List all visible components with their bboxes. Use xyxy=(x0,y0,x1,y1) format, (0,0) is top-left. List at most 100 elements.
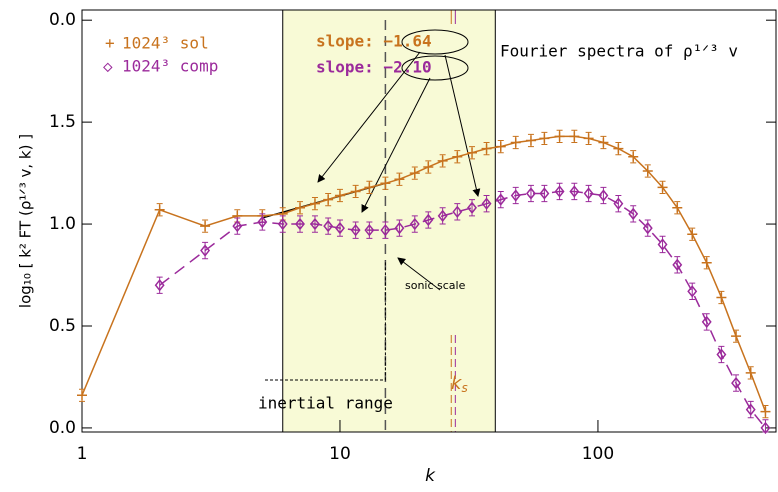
arrow xyxy=(361,77,431,213)
marker xyxy=(452,205,463,219)
marker xyxy=(613,143,624,154)
marker xyxy=(583,187,594,200)
marker xyxy=(154,204,165,215)
marker xyxy=(539,133,550,144)
marker xyxy=(701,315,712,329)
marker xyxy=(526,187,536,200)
marker xyxy=(364,223,375,237)
x-tick-label: 100 xyxy=(582,444,614,464)
marker xyxy=(554,185,565,198)
marker xyxy=(745,367,756,378)
slope-label: slope: −1.64 xyxy=(316,32,432,51)
marker xyxy=(598,189,609,202)
marker xyxy=(731,376,741,390)
slope-ellipse xyxy=(401,55,469,81)
x-tick-label: 1 xyxy=(77,444,88,464)
legend-marker: ◇ xyxy=(103,57,113,76)
marker xyxy=(554,131,565,142)
marker xyxy=(423,161,434,172)
marker xyxy=(277,217,288,231)
marker xyxy=(760,406,771,417)
marker xyxy=(323,194,334,205)
marker xyxy=(323,219,334,233)
marker xyxy=(760,421,771,435)
marker xyxy=(481,197,492,210)
series-line xyxy=(159,190,767,429)
marker xyxy=(394,174,405,185)
legend-label: 1024³ comp xyxy=(122,57,218,76)
marker xyxy=(334,190,345,201)
marker xyxy=(394,221,405,235)
marker xyxy=(716,348,727,361)
marker xyxy=(335,221,345,235)
chart-title: Fourier spectra of ρ¹ᐟ³ v xyxy=(500,42,738,61)
background-layer xyxy=(265,9,496,433)
marker xyxy=(687,285,698,298)
marker xyxy=(409,217,420,231)
marker xyxy=(154,279,165,292)
marker xyxy=(583,133,594,144)
marker xyxy=(510,189,521,202)
legend-marker: + xyxy=(105,34,115,53)
y-tick-label: 1.5 xyxy=(49,112,76,132)
inertial-region xyxy=(282,9,496,433)
legend-label: 1024³ sol xyxy=(122,34,209,53)
marker xyxy=(569,131,580,142)
arrow xyxy=(317,51,421,183)
marker xyxy=(364,182,375,193)
marker xyxy=(657,182,668,193)
y-axis-label: log₁₀ [ k² FT (ρ¹ᐟ³ v, k) ] xyxy=(17,134,35,308)
marker xyxy=(731,331,742,342)
marker xyxy=(628,207,639,221)
slope-ellipse xyxy=(401,29,469,55)
marker xyxy=(257,215,268,229)
y-tick-label: 0.0 xyxy=(49,10,76,30)
marker xyxy=(495,193,506,206)
y-tick-label: 1.0 xyxy=(49,214,76,234)
marker xyxy=(295,217,305,231)
marker xyxy=(467,201,477,214)
arrow xyxy=(397,257,441,291)
y-tick-label: 0.5 xyxy=(49,316,76,336)
marker xyxy=(745,403,756,416)
marker xyxy=(525,135,536,146)
sonic-scale-label: sonic scale xyxy=(405,279,466,292)
marker xyxy=(309,198,320,209)
marker xyxy=(380,178,391,189)
inertial-bracket xyxy=(265,260,386,381)
marker xyxy=(569,185,580,198)
inertial-range-label: inertial range xyxy=(258,394,393,413)
marker xyxy=(495,141,506,152)
marker xyxy=(510,137,521,148)
marker xyxy=(628,151,639,162)
marker xyxy=(672,258,683,272)
marker xyxy=(672,202,683,213)
marker xyxy=(613,197,624,210)
marker xyxy=(539,187,550,200)
marker xyxy=(310,217,320,231)
marker xyxy=(350,223,361,237)
plot-frame xyxy=(81,9,777,433)
x-axis-label: k xyxy=(425,466,436,486)
marker xyxy=(467,147,478,158)
marker xyxy=(481,143,492,154)
marker xyxy=(77,390,87,401)
marker xyxy=(350,186,361,197)
arrow xyxy=(444,54,481,197)
y-tick-label: 0.0 xyxy=(49,418,76,438)
marker xyxy=(200,244,211,257)
marker xyxy=(437,155,448,166)
marker xyxy=(642,166,653,177)
marker xyxy=(701,257,712,268)
x-tick-label: 10 xyxy=(329,444,351,464)
series xyxy=(77,129,771,419)
marker xyxy=(642,221,653,235)
marker xyxy=(232,219,243,233)
marker xyxy=(409,168,420,179)
marker xyxy=(380,223,391,237)
marker xyxy=(295,202,306,213)
marker xyxy=(452,151,463,162)
marker xyxy=(200,221,211,232)
marker xyxy=(437,209,448,223)
